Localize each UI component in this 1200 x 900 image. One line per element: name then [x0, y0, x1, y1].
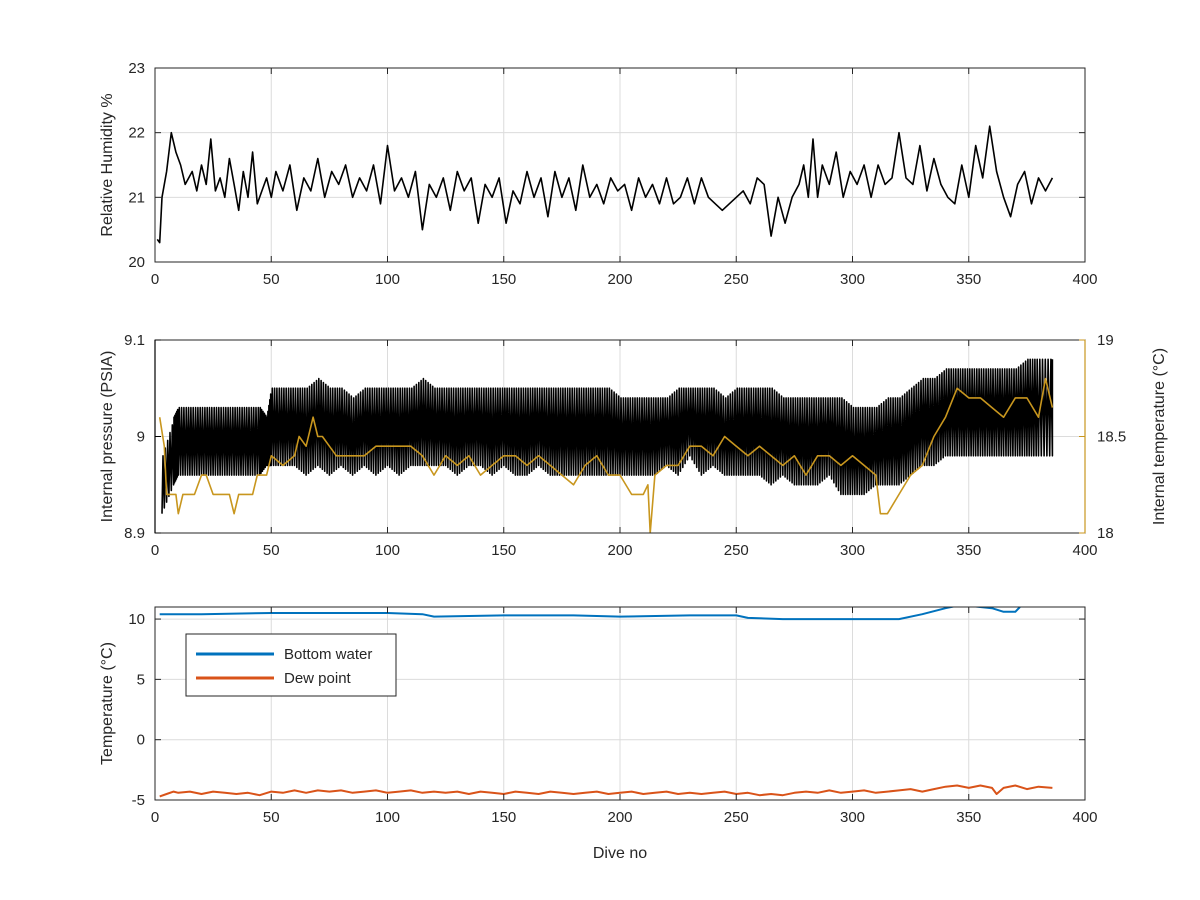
y-tick-label: 21	[128, 189, 145, 206]
y-tick-label: 23	[128, 60, 145, 77]
x-tick-label: 400	[1072, 271, 1097, 288]
x-tick-label: 200	[607, 542, 632, 559]
x-tick-label: 0	[151, 809, 159, 826]
humidity-series-line	[156, 125, 1054, 244]
y-tick-label: 20	[128, 254, 145, 271]
y-tick-label: 9.1	[124, 332, 145, 349]
x-tick-label: 100	[375, 809, 400, 826]
x-tick-label: 50	[263, 271, 280, 288]
humidity-panel: 0 50 100 150 200 250 300 350 400 20 21 22 23 Relative…	[99, 60, 1098, 288]
y-axis-label: Internal pressure (PSIA)	[99, 351, 116, 523]
y2-tick-label: 18.5	[1097, 429, 1126, 446]
y-tick-label: 9	[137, 429, 145, 446]
x-axis-label: Dive no	[593, 845, 647, 862]
internal-temperature-series-line	[158, 377, 1054, 533]
x-tick-label: 100	[375, 271, 400, 288]
x-tick-label: 300	[840, 271, 865, 288]
x-tick-label: 150	[491, 542, 516, 559]
x-tick-label: 200	[607, 809, 632, 826]
y-tick-label: 10	[128, 611, 145, 628]
x-tick-label: 200	[607, 271, 632, 288]
x-tick-label: 350	[956, 542, 981, 559]
y-tick-label: 5	[137, 671, 145, 688]
y2-axis-label: Internal temperature (°C)	[1151, 348, 1168, 525]
x-tick-label: 0	[151, 542, 159, 559]
x-tick-label: 50	[263, 542, 280, 559]
dew-point-line	[159, 784, 1053, 798]
y-tick-label: 8.9	[124, 525, 145, 542]
pressure-temperature-panel: 0 50 100 150 200 250 300 350 400 8.9 9 9.1 Internal …	[99, 332, 1168, 559]
x-tick-label: 400	[1072, 542, 1097, 559]
x-tick-label: 350	[956, 271, 981, 288]
temperature-panel: 0 50 100 150 200 250 300 350 400 -5 0 5 10 Temperatur…	[99, 606, 1098, 862]
y2-tick-label: 18	[1097, 525, 1114, 542]
y-axis-label: Temperature (°C)	[99, 642, 116, 765]
x-tick-label: 100	[375, 542, 400, 559]
x-tick-label: 250	[724, 542, 749, 559]
bottom-water-line	[159, 607, 1021, 621]
x-tick-label: 300	[840, 542, 865, 559]
x-tick-label: 50	[263, 809, 280, 826]
y-tick-label: 0	[137, 732, 145, 749]
y2-tick-label: 19	[1097, 332, 1114, 349]
x-tick-label: 250	[724, 271, 749, 288]
x-tick-label: 300	[840, 809, 865, 826]
legend-label-dew-point: Dew point	[284, 670, 352, 687]
x-tick-label: 150	[491, 271, 516, 288]
y-axis-label: Relative Humidity %	[99, 93, 116, 236]
y-tick-label: 22	[128, 125, 145, 142]
legend-label-bottom-water: Bottom water	[284, 646, 372, 663]
legend-box	[185, 633, 397, 697]
x-tick-label: 250	[724, 809, 749, 826]
y-tick-label: -5	[132, 792, 145, 809]
legend: Bottom water Dew point	[185, 633, 397, 697]
x-tick-label: 400	[1072, 809, 1097, 826]
x-tick-label: 350	[956, 809, 981, 826]
x-tick-label: 0	[151, 271, 159, 288]
pressure-series-line	[161, 358, 1054, 514]
x-tick-label: 150	[491, 809, 516, 826]
